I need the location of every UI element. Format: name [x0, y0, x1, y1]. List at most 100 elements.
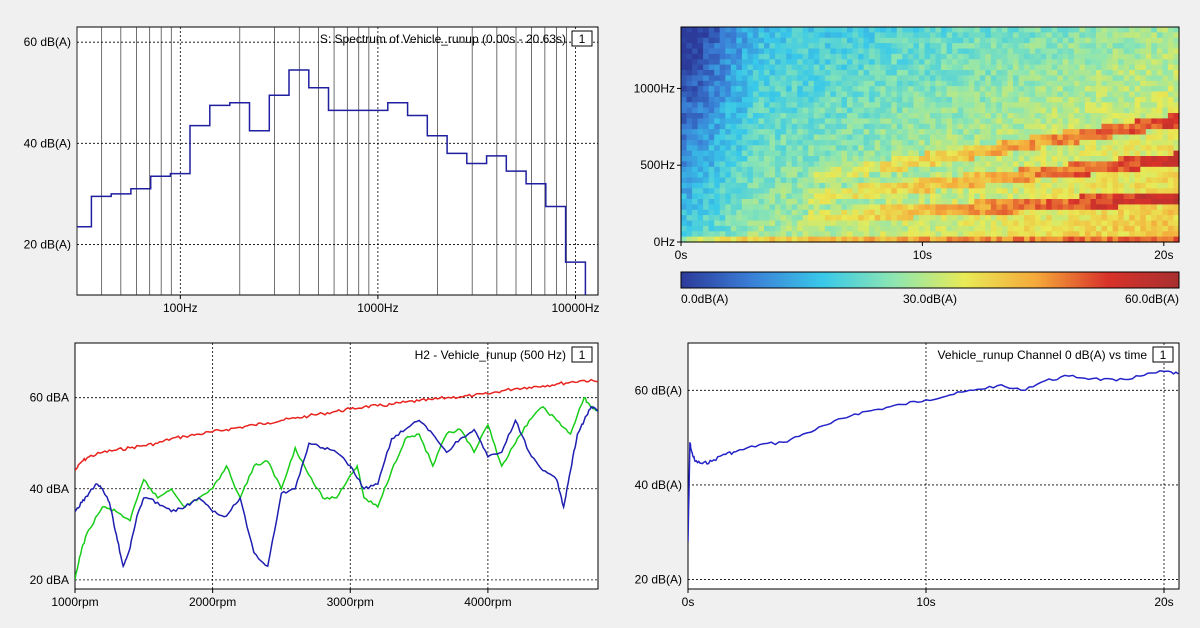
heatmap-cell — [952, 193, 959, 200]
heatmap-cell — [1084, 225, 1091, 232]
channel-badge[interactable] — [571, 346, 593, 363]
heatmap-cell — [1112, 37, 1119, 44]
heatmap-cell — [1040, 118, 1047, 125]
heatmap-cell — [918, 204, 925, 211]
heatmap-cell — [725, 204, 732, 211]
heatmap-cell — [775, 129, 782, 136]
heatmap-cell — [1057, 193, 1064, 200]
heatmap-cell — [1112, 53, 1119, 60]
heatmap-cell — [935, 123, 942, 130]
heatmap-cell — [835, 199, 842, 205]
heatmap-cell — [918, 225, 925, 232]
heatmap-cell — [714, 75, 721, 82]
heatmap-cell — [1151, 96, 1158, 103]
heatmap-cell — [775, 156, 782, 162]
heatmap-cell — [1029, 37, 1036, 44]
series-line-0 — [75, 378, 598, 472]
heatmap-cell — [974, 59, 981, 66]
heatmap-cell — [1112, 215, 1119, 222]
heatmap-cell — [1013, 225, 1020, 232]
heatmap-cell — [1134, 32, 1141, 39]
channel-badge[interactable] — [1152, 346, 1174, 363]
heatmap-cell — [1156, 96, 1163, 103]
heatmap-cell — [1090, 215, 1097, 222]
heatmap-cell — [1051, 188, 1058, 195]
heatmap-cell — [835, 150, 842, 157]
heatmap-cell — [1151, 220, 1158, 227]
heatmap-cell — [1035, 182, 1042, 189]
heatmap-cell — [1145, 172, 1152, 179]
y-tick-label: 20 dBA — [30, 573, 69, 587]
heatmap-cell — [1007, 75, 1014, 82]
heatmap-cell — [802, 150, 809, 157]
heatmap-cell — [1145, 150, 1152, 157]
heatmap-cell — [741, 215, 748, 222]
heatmap-cell — [858, 64, 865, 71]
heatmap-cell — [714, 113, 721, 119]
heatmap-cell — [714, 139, 721, 146]
heatmap-cell — [808, 118, 815, 125]
heatmap-cell — [1035, 177, 1042, 184]
heatmap-cell — [1118, 113, 1125, 119]
heatmap-cell — [946, 188, 953, 195]
heatmap-cell — [974, 32, 981, 39]
heatmap-cell — [1096, 113, 1103, 119]
heatmap-cell — [924, 113, 931, 119]
heatmap-cell — [708, 27, 715, 33]
heatmap-cell — [708, 156, 715, 162]
heatmap-cell — [979, 37, 986, 44]
heatmap-cell — [703, 113, 710, 119]
heatmap-cell — [852, 134, 859, 141]
heatmap-cell — [1073, 70, 1080, 76]
heatmap-cell — [979, 231, 986, 238]
heatmap-cell — [797, 107, 804, 114]
heatmap-cell — [1096, 156, 1103, 162]
heatmap-cell — [985, 204, 992, 211]
heatmap-cell — [957, 150, 964, 157]
heatmap-cell — [935, 107, 942, 114]
heatmap-cell — [918, 86, 925, 93]
heatmap-cell — [1013, 32, 1020, 39]
heatmap-cell — [1123, 199, 1130, 205]
heatmap-cell — [841, 64, 848, 71]
heatmap-cell — [891, 43, 898, 50]
heatmap-cell — [918, 48, 925, 55]
heatmap-cell — [1035, 102, 1042, 109]
heatmap-cell — [1024, 91, 1031, 98]
heatmap-cell — [930, 166, 937, 173]
heatmap-cell — [902, 172, 909, 179]
heatmap-cell — [963, 193, 970, 200]
heatmap-cell — [1007, 220, 1014, 227]
heatmap-cell — [1035, 32, 1042, 39]
heatmap-cell — [797, 204, 804, 211]
heatmap-cell — [874, 70, 881, 76]
heatmap-cell — [863, 150, 870, 157]
heatmap-cell — [791, 172, 798, 179]
heatmap-cell — [1084, 161, 1091, 168]
heatmap-cell — [1134, 231, 1141, 238]
heatmap-cell — [686, 129, 693, 136]
heatmap-cell — [1013, 102, 1020, 109]
heatmap-cell — [769, 91, 776, 98]
heatmap-cell — [714, 48, 721, 55]
heatmap-cell — [1084, 150, 1091, 157]
heatmap-cell — [847, 86, 854, 93]
heatmap-cell — [847, 166, 854, 173]
heatmap-cell — [874, 96, 881, 103]
heatmap-cell — [1118, 48, 1125, 55]
heatmap-cell — [752, 161, 759, 168]
heatmap-cell — [1118, 53, 1125, 60]
heatmap-cell — [736, 64, 743, 71]
heatmap-cell — [930, 80, 937, 87]
heatmap-cell — [1173, 91, 1180, 98]
heatmap-cell — [752, 96, 759, 103]
heatmap-cell — [1079, 193, 1086, 200]
heatmap-cell — [681, 188, 688, 195]
heatmap-cell — [802, 48, 809, 55]
heatmap-cell — [1112, 182, 1119, 189]
heatmap-cell — [824, 236, 831, 243]
heatmap-cell — [736, 59, 743, 66]
channel-badge[interactable] — [571, 30, 593, 47]
heatmap-cell — [924, 27, 931, 33]
